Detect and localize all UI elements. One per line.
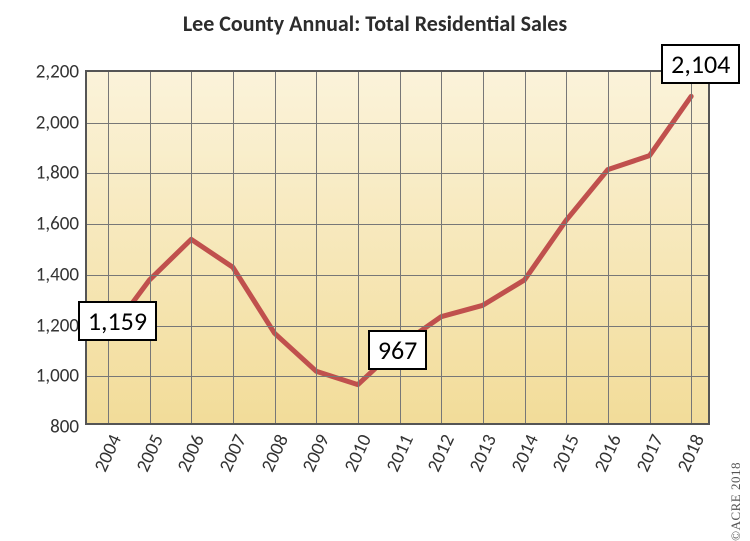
gridline-vertical	[275, 72, 276, 423]
gridline-horizontal	[87, 376, 708, 377]
gridline-vertical	[650, 72, 651, 423]
gridline-vertical	[191, 72, 192, 423]
credit-label: ©ACRE 2018	[728, 462, 744, 541]
gridline-vertical	[150, 72, 151, 423]
gridline-vertical	[566, 72, 567, 423]
gridline-vertical	[358, 72, 359, 423]
gridline-horizontal	[87, 326, 708, 327]
y-axis-tick-label: 1,000	[36, 365, 87, 388]
y-axis-tick-label: 2,000	[36, 111, 87, 134]
chart-container: Lee County Annual: Total Residential Sal…	[0, 0, 750, 502]
gridline-vertical	[441, 72, 442, 423]
y-axis-tick-label: 1,600	[36, 213, 87, 236]
y-axis-tick-label: 1,800	[36, 162, 87, 185]
y-axis-tick-label: 2,200	[36, 61, 87, 84]
gridline-vertical	[525, 72, 526, 423]
y-axis-tick-label: 800	[50, 416, 87, 439]
gridline-vertical	[108, 72, 109, 423]
gridline-vertical	[400, 72, 401, 423]
y-axis-tick-label: 1,400	[36, 263, 87, 286]
data-callout: 967	[368, 330, 428, 370]
gridline-horizontal	[87, 123, 708, 124]
gridline-horizontal	[87, 173, 708, 174]
gridline-vertical	[483, 72, 484, 423]
gridline-vertical	[316, 72, 317, 423]
gridline-vertical	[233, 72, 234, 423]
gridline-vertical	[691, 72, 692, 423]
gridline-vertical	[608, 72, 609, 423]
gridline-horizontal	[87, 224, 708, 225]
gridline-horizontal	[87, 275, 708, 276]
plot-area: 8001,0001,2001,4001,6001,8002,0002,20020…	[85, 70, 710, 425]
data-callout: 1,159	[78, 301, 157, 341]
data-callout: 2,104	[661, 44, 740, 84]
chart-title: Lee County Annual: Total Residential Sal…	[0, 10, 750, 37]
